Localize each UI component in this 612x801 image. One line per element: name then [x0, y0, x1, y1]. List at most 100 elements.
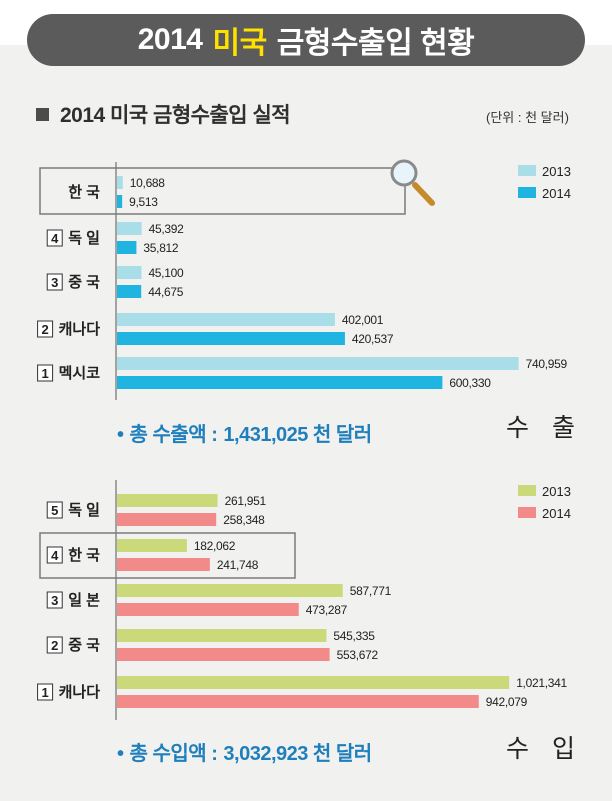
export-bar-2014	[117, 241, 137, 254]
import-bar-2013	[117, 539, 187, 552]
export-rank-box	[37, 364, 54, 382]
section-heading-text: 2014 미국 금형수출입 실적	[60, 104, 291, 127]
import-data-label: 473,287	[306, 603, 348, 617]
export-bar-2013	[117, 176, 123, 189]
import-data-label: 182,062	[194, 539, 236, 553]
import-data-label: 258,348	[223, 513, 265, 527]
import-rank-box	[46, 501, 63, 519]
import-data-label: 241,748	[217, 558, 259, 572]
import-rank-number: 5	[51, 503, 58, 518]
export-rank-number: 2	[41, 322, 48, 337]
square-bullet-icon	[36, 107, 49, 121]
export-total-label: 총 수출액 :	[129, 424, 218, 446]
import-legend-swatch	[518, 507, 536, 518]
import-rank-number: 2	[51, 638, 58, 653]
title-banner: 2014 미국 금형수출입 현황	[27, 14, 585, 66]
export-bar-2014	[117, 376, 443, 389]
export-rank-number: 3	[51, 275, 58, 290]
import-rank-box	[37, 683, 54, 701]
import-rank-number: 4	[51, 548, 59, 563]
import-highlight-box	[39, 532, 296, 579]
import-corner-label: 수 입	[506, 735, 583, 763]
import-bar-2014	[117, 558, 210, 571]
import-category-label: 일 본	[68, 592, 100, 609]
export-bar-2013	[117, 357, 519, 370]
import-category-label: 독 일	[68, 502, 100, 519]
import-rank-box	[46, 591, 63, 609]
import-total-label: 총 수입액 :	[129, 743, 218, 765]
import-total: • 총 수입액 :3,032,923 천 달러	[117, 737, 372, 766]
import-bar-2013	[117, 584, 343, 597]
export-legend-swatch	[518, 165, 536, 176]
import-bar-2013	[117, 676, 510, 689]
import-category-label: 중 국	[68, 637, 100, 654]
unit-label: (단위 : 천 달러)	[486, 110, 569, 125]
import-rank-box	[46, 546, 63, 564]
export-data-label: 10,688	[130, 176, 166, 190]
import-bar-2013	[117, 494, 218, 507]
export-total-value: 1,431,025 천 달러	[223, 424, 372, 446]
import-rank-number: 1	[41, 685, 48, 700]
page-background	[0, 45, 612, 801]
import-category-label: 캐나다	[59, 684, 101, 701]
export-data-label: 402,001	[342, 313, 384, 327]
import-data-label: 587,771	[350, 584, 392, 598]
export-data-label: 420,537	[352, 332, 394, 346]
import-bar-2014	[117, 603, 299, 616]
export-category-label: 멕시코	[59, 365, 101, 382]
export-data-label: 740,959	[526, 357, 568, 371]
export-total: • 총 수출액 :1,431,025 천 달러	[117, 418, 372, 447]
total-bullet: •	[117, 424, 124, 446]
export-data-label: 600,330	[449, 376, 491, 390]
total-bullet: •	[117, 743, 124, 765]
magnifier-handle	[412, 182, 435, 206]
title-rest: 금형수출입 현황	[276, 27, 475, 60]
export-rank-box	[46, 229, 63, 247]
magnifier-icon	[390, 159, 418, 187]
import-legend-swatch	[518, 485, 536, 496]
export-bar-2013	[117, 313, 335, 326]
import-data-label: 1,021,341	[516, 676, 567, 690]
export-data-label: 35,812	[143, 241, 179, 255]
section-heading: 2014 미국 금형수출입 실적	[36, 99, 291, 129]
title-country: 미국	[212, 27, 268, 60]
import-legend-label: 2013	[542, 484, 571, 499]
export-data-label: 45,392	[149, 222, 185, 236]
export-corner-label: 수 출	[506, 414, 583, 442]
export-bar-2014	[117, 195, 123, 208]
import-rank-number: 3	[51, 593, 58, 608]
export-category-label: 캐나다	[59, 321, 101, 338]
import-data-label: 942,079	[486, 695, 528, 709]
export-bar-2014	[117, 285, 142, 298]
import-bar-2014	[117, 648, 330, 661]
import-bar-2014	[117, 695, 479, 708]
export-bar-2014	[117, 332, 345, 345]
export-rank-box	[46, 273, 63, 291]
import-bar-2013	[117, 629, 327, 642]
export-highlight-box	[39, 167, 406, 215]
export-bar-2013	[117, 266, 142, 279]
import-legend-label: 2014	[542, 506, 571, 521]
export-data-label: 9,513	[129, 195, 158, 209]
export-legend-label: 2013	[542, 164, 571, 179]
import-category-label: 한 국	[68, 547, 100, 564]
export-category-label: 독 일	[68, 230, 100, 247]
export-rank-box	[37, 320, 54, 338]
import-data-label: 545,335	[333, 629, 375, 643]
export-category-label: 한 국	[68, 184, 100, 201]
import-bar-2014	[117, 513, 217, 526]
import-data-label: 261,951	[225, 494, 267, 508]
import-rank-box	[46, 636, 63, 654]
import-total-value: 3,032,923 천 달러	[223, 743, 372, 765]
export-data-label: 45,100	[148, 266, 184, 280]
export-legend-swatch	[518, 187, 536, 198]
import-data-label: 553,672	[337, 648, 379, 662]
export-legend-label: 2014	[542, 186, 571, 201]
export-rank-number: 4	[51, 231, 59, 246]
export-data-label: 44,675	[148, 285, 184, 299]
export-category-label: 중 국	[68, 274, 100, 291]
title-year: 2014	[137, 23, 203, 56]
export-bar-2013	[117, 222, 142, 235]
export-rank-number: 1	[41, 366, 48, 381]
